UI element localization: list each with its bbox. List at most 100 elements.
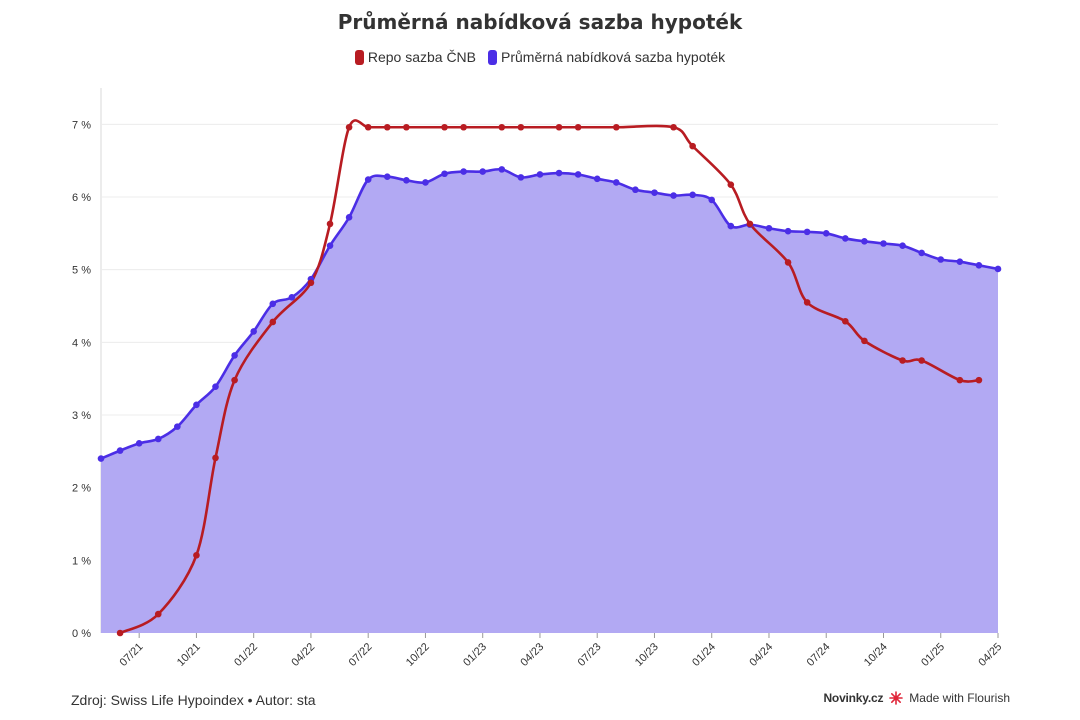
data-point [422,179,429,186]
x-tick-label: 07/24 [805,641,833,669]
data-point [975,376,983,384]
data-point [803,299,811,306]
data-point [250,328,257,335]
data-point [746,220,754,228]
legend-swatch-repo [354,49,364,65]
data-point [555,123,563,131]
data-point [593,175,601,183]
data-point [670,123,677,131]
data-point [937,256,945,263]
data-point [441,170,448,178]
source-note: Zdroj: Swiss Life Hypoindex • Autor: sta [71,692,316,708]
data-point [345,123,353,131]
series-area [101,169,998,633]
legend-label-repo: Repo sazba ČNB [367,49,477,65]
y-tick-label: 6 % [72,192,91,204]
data-point [918,357,925,364]
x-tick-label: 01/24 [690,641,718,669]
data-point [383,123,391,131]
data-point [460,123,467,131]
data-point [842,235,849,242]
series-points [97,123,1002,637]
data-point [288,293,296,301]
data-point [231,352,238,359]
y-tick-label: 0 % [72,628,91,640]
data-point [689,191,696,199]
data-point [670,192,677,199]
data-point [918,249,925,257]
y-tick-label: 1 % [72,555,91,567]
data-point [116,447,124,454]
legend-item-mortgage[interactable]: Průměrná nabídková sazba hypoték [488,49,725,65]
line-chart: 0 % 1 % 2 % 3 % 4 % 5 % 6 % 7 % 07/21 10/21 01/22… [72,88,1004,669]
flourish-icon [889,691,904,705]
brand-logo[interactable]: Novinky.cz [823,691,884,705]
x-tick-label: 07/21 [118,641,146,669]
legend: Repo sazba ČNB Průměrná nabídková sazba … [0,49,1080,65]
data-point [326,220,334,228]
made-with-flourish[interactable]: Made with Flourish [909,691,1010,705]
x-tick-label: 01/23 [461,641,489,669]
x-tick-label: 07/22 [347,641,375,669]
y-tick-label: 2 % [72,483,91,495]
data-point [364,123,372,131]
x-tick-label: 10/24 [862,641,890,669]
data-point [212,454,219,462]
x-tick-label: 01/22 [232,641,260,669]
data-point [269,300,277,308]
legend-label-mortgage: Průměrná nabídková sazba hypoték [501,49,726,65]
data-point [193,401,200,409]
data-point [822,230,830,237]
data-point [193,551,200,559]
data-point [555,169,563,177]
data-point [727,222,735,230]
data-point [498,123,506,131]
data-point [956,376,964,384]
data-point [784,259,792,266]
data-point [708,196,716,204]
x-tick-label: 04/25 [976,641,1004,669]
data-point [135,440,143,447]
data-point [861,337,868,345]
data-point [441,123,448,131]
data-point [212,383,219,390]
data-point [651,189,658,196]
data-point [612,123,620,131]
y-axis: 0 % 1 % 2 % 3 % 4 % 5 % 6 % 7 % [72,119,91,640]
data-point [975,262,983,269]
data-point [231,376,238,384]
data-point [803,228,811,236]
data-point [345,214,353,221]
y-tick-label: 5 % [72,265,91,277]
data-point [269,318,277,326]
data-point [174,423,181,430]
data-point [899,242,906,249]
data-point [784,227,792,235]
legend-item-repo[interactable]: Repo sazba ČNB [354,49,477,65]
data-point [574,123,582,131]
data-point [994,265,1002,273]
x-tick-label: 04/24 [747,641,775,669]
y-tick-label: 3 % [72,410,91,422]
data-point [612,179,620,186]
data-point [403,123,410,131]
data-point [842,317,849,325]
data-point [765,224,773,232]
data-point [517,174,525,181]
x-tick-label: 04/23 [518,641,546,669]
credits: Novinky.cz Made with Flourish [823,691,1010,705]
data-point [727,181,735,188]
data-point [479,168,487,175]
data-point [689,142,696,150]
x-tick-label: 10/23 [633,641,661,669]
data-point [97,455,105,462]
chart-title: Průměrná nabídková sazba hypoték [337,10,743,34]
y-tick-label: 7 % [72,119,91,131]
data-point [154,610,162,618]
x-tick-label: 10/22 [404,641,432,669]
data-point [383,173,391,180]
data-point [899,357,906,364]
legend-swatch-mortgage [488,49,498,65]
data-point [498,166,506,173]
data-point [307,279,315,287]
